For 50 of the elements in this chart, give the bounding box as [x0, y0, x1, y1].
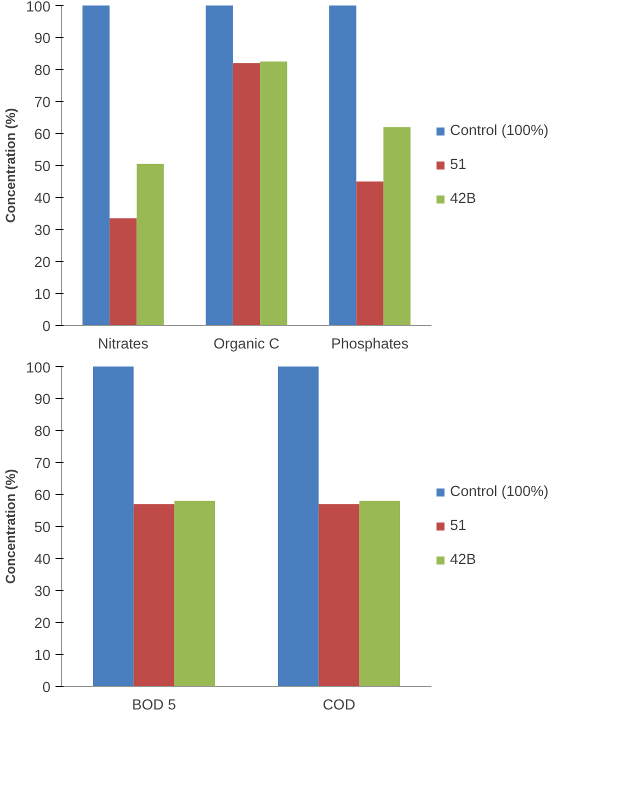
y-tick-label: 60: [34, 488, 51, 504]
x-tick-label: Phosphates: [331, 336, 409, 352]
legend-label: 51: [450, 518, 468, 534]
y-tick-label: 90: [34, 31, 51, 47]
x-tick-label: COD: [322, 698, 356, 714]
x-tick-label: BOD 5: [132, 698, 176, 714]
y-tick-label: 60: [34, 127, 51, 143]
y-tick-label: 80: [34, 424, 51, 440]
y-axis-title: Concentration (%): [3, 469, 18, 584]
bar: [136, 164, 164, 326]
bar: [134, 504, 174, 686]
bar: [174, 500, 216, 686]
bar: [92, 366, 134, 686]
y-tick-label: 70: [34, 95, 51, 111]
bar: [383, 127, 411, 326]
bar: [82, 6, 110, 326]
legend-label: Control (100%): [450, 123, 549, 139]
legend-label: 42B: [450, 191, 476, 207]
bar: [110, 218, 137, 326]
bar: [329, 6, 356, 326]
y-tick-label: 40: [34, 552, 51, 568]
y-tick-label: 80: [34, 63, 51, 79]
y-tick-label: 20: [34, 255, 51, 271]
y-axis-title: Concentration (%): [3, 108, 18, 223]
y-tick-label: 30: [34, 223, 51, 239]
bar: [232, 63, 260, 326]
legend-label: Control (100%): [450, 484, 549, 500]
bar: [260, 62, 288, 326]
bar: [278, 366, 319, 686]
legend-label: 42B: [450, 552, 476, 568]
y-tick-label: 40: [34, 191, 51, 207]
y-tick-label: 100: [26, 0, 51, 16]
y-tick-label: 50: [34, 520, 51, 536]
y-tick-label: 10: [34, 648, 51, 664]
y-tick-label: 20: [34, 616, 51, 632]
legend-label: 51: [450, 157, 468, 173]
y-tick-label: 50: [34, 159, 51, 175]
y-tick-label: 70: [34, 456, 51, 472]
bar: [318, 504, 360, 686]
y-tick-label: 0: [42, 319, 51, 335]
y-tick-label: 0: [42, 680, 51, 696]
y-tick-label: 10: [34, 287, 51, 303]
bar: [356, 182, 384, 326]
x-tick-label: Organic C: [214, 336, 280, 352]
y-tick-label: 100: [26, 360, 51, 376]
x-tick-label: Nitrates: [98, 336, 148, 352]
bar: [206, 6, 233, 326]
y-tick-label: 30: [34, 584, 51, 600]
bar: [359, 500, 400, 686]
y-tick-label: 90: [34, 392, 51, 408]
